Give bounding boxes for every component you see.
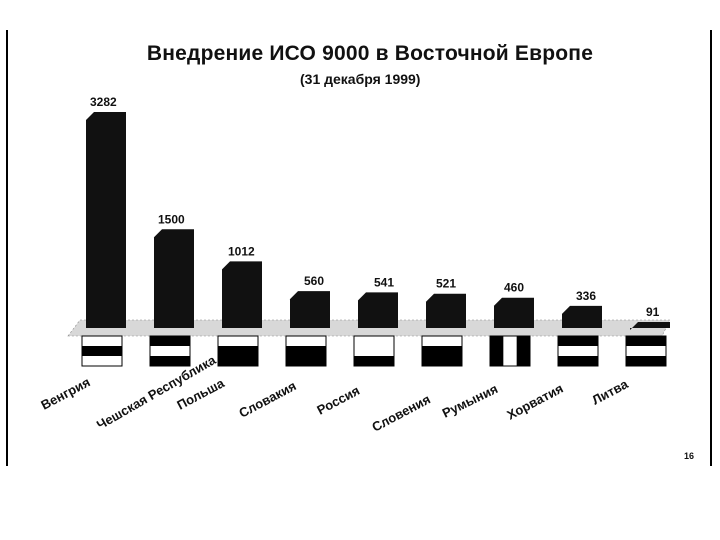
country-flag [149, 335, 191, 367]
bar-value-label: 560 [304, 274, 324, 288]
flag-stripe [626, 336, 666, 346]
bar [426, 293, 466, 328]
chart-subtitle: (31 декабря 1999) [300, 71, 421, 87]
flag-stripe [422, 346, 462, 356]
bar-value-label: 336 [576, 289, 596, 303]
bar-value-label: 1012 [228, 244, 255, 258]
page-number: 16 [684, 451, 695, 461]
flag-stripe [82, 346, 122, 356]
bar-value-label: 3282 [90, 95, 117, 109]
category-label: Россия [314, 383, 362, 418]
slide-frame [6, 30, 712, 466]
country-flag [489, 335, 531, 367]
bar [86, 112, 126, 328]
flag-stripe [558, 336, 598, 346]
flag-stripe [422, 356, 462, 366]
category-label: Румыния [440, 381, 500, 421]
bar [358, 292, 398, 328]
country-flag [81, 335, 123, 367]
flag-stripe [490, 336, 504, 366]
flag-stripe [286, 346, 326, 356]
bar [630, 322, 670, 330]
bar-value-label: 91 [646, 305, 660, 319]
bar-value-label: 460 [504, 281, 524, 295]
country-flag [557, 335, 599, 367]
flag-stripe [286, 356, 326, 366]
bar [290, 291, 330, 328]
category-label: Словакия [236, 378, 298, 421]
flag-stripe [558, 356, 598, 366]
bar [562, 305, 602, 328]
country-flag [421, 335, 463, 367]
category-label: Литва [589, 376, 631, 408]
bar-value-label: 521 [436, 277, 456, 291]
flag-stripe [516, 336, 530, 366]
flag-stripe [626, 356, 666, 366]
country-flag [625, 335, 667, 367]
flag-stripe [354, 356, 394, 366]
bar [154, 229, 194, 328]
flag-stripe [150, 356, 190, 366]
category-label: Венгрия [38, 374, 92, 412]
category-label: Хорватия [504, 381, 565, 423]
flag-stripe [218, 346, 258, 356]
country-flag [285, 335, 327, 367]
flag-stripe [218, 356, 258, 366]
category-label: Словения [369, 391, 432, 434]
bar [222, 261, 262, 328]
footer-line [16, 440, 76, 447]
bar [494, 297, 534, 328]
flag-stripe [150, 336, 190, 346]
bar-value-label: 541 [374, 275, 394, 289]
bar-value-label: 1500 [158, 212, 185, 226]
footer-line [16, 447, 76, 454]
footer-source [16, 440, 76, 454]
country-flag [353, 335, 395, 367]
chart-title: Внедрение ИСО 9000 в Восточной Европе [146, 42, 594, 65]
country-flag [217, 335, 259, 367]
